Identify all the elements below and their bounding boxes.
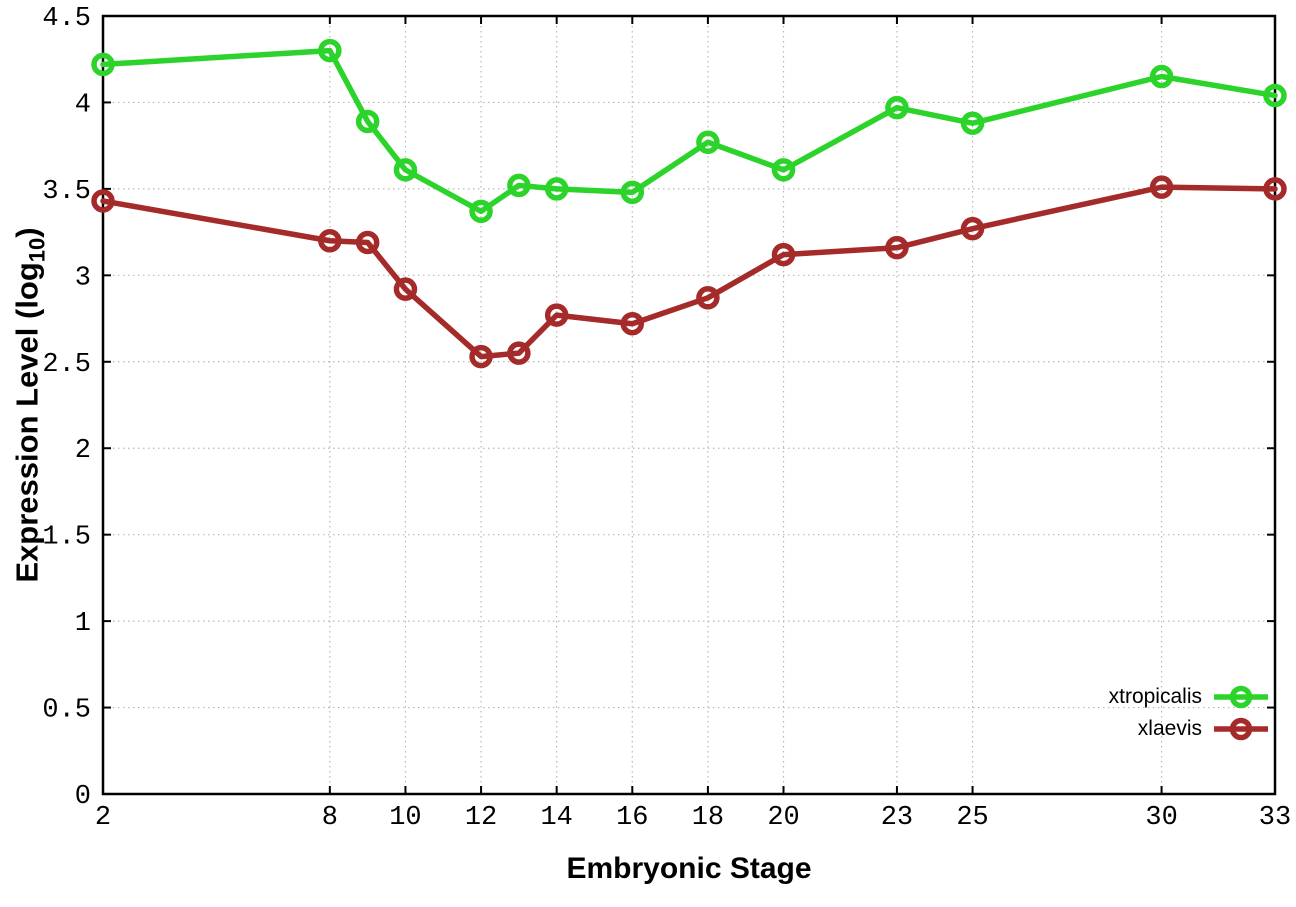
data-point-xtropicalis — [544, 177, 569, 201]
x-tick-label: 14 — [540, 803, 572, 833]
legend: xtropicalis xlaevis — [1109, 684, 1270, 742]
legend-item-xtropicalis: xtropicalis — [1109, 684, 1270, 710]
data-point-xlaevis — [355, 230, 380, 255]
data-point-xtropicalis — [355, 109, 380, 134]
data-point-xlaevis — [318, 229, 342, 253]
legend-marker-xlaevis — [1214, 717, 1268, 741]
data-point-xlaevis — [507, 341, 531, 365]
data-point-xlaevis — [620, 311, 645, 336]
data-point-xlaevis — [393, 277, 418, 301]
y-tick-label: 1.5 — [42, 523, 91, 553]
x-tick-label: 20 — [767, 803, 799, 833]
x-tick-label: 18 — [692, 803, 724, 833]
data-point-xtropicalis — [620, 180, 645, 205]
data-point-xtropicalis — [507, 173, 531, 198]
y-tick-label: 1 — [75, 609, 91, 639]
x-tick-label: 12 — [465, 803, 497, 833]
data-point-xtropicalis — [696, 130, 720, 154]
data-point-xlaevis — [1149, 175, 1174, 199]
data-point-xtropicalis — [1149, 64, 1174, 89]
y-axis-title-main: Expression Level (log — [9, 262, 45, 583]
data-point-xlaevis — [696, 286, 720, 310]
data-point-xlaevis — [91, 189, 115, 213]
y-tick-label: 2 — [75, 436, 91, 466]
x-tick-label: 2 — [95, 803, 111, 833]
y-tick-label: 4.5 — [42, 4, 91, 34]
plot-border — [101, 14, 1277, 796]
y-tick-label: 0.5 — [42, 696, 91, 726]
data-point-xlaevis — [469, 344, 493, 369]
data-point-xtropicalis — [393, 158, 418, 182]
data-point-xtropicalis — [960, 111, 985, 135]
y-tick-label: 3.5 — [42, 177, 91, 207]
data-point-xtropicalis — [1263, 83, 1287, 108]
x-axis-title: Embryonic Stage — [566, 852, 812, 885]
y-tick-label: 3 — [75, 263, 91, 293]
y-tick-label: 0 — [75, 782, 91, 812]
data-point-xlaevis — [885, 235, 909, 260]
y-tick-label: 4 — [75, 90, 91, 120]
x-tick-label: 23 — [881, 803, 913, 833]
x-tick-label: 30 — [1145, 803, 1177, 833]
y-axis-title-subscript: 10 — [24, 237, 50, 263]
data-point-xtropicalis — [318, 38, 342, 63]
data-point-xlaevis — [544, 303, 569, 327]
x-tick-label: 8 — [322, 803, 338, 833]
data-point-xtropicalis — [91, 52, 115, 77]
data-point-xlaevis — [771, 242, 796, 267]
data-point-xlaevis — [960, 216, 985, 241]
x-tick-label: 33 — [1259, 803, 1291, 833]
legend-marker-xtropicalis — [1214, 685, 1268, 709]
data-point-xtropicalis — [469, 199, 493, 224]
y-tick-label: 2.5 — [42, 350, 91, 380]
x-tick-label: 16 — [616, 803, 648, 833]
legend-label-xlaevis: xlaevis — [1137, 717, 1202, 740]
data-point-xtropicalis — [771, 158, 796, 182]
data-point-xtropicalis — [885, 95, 909, 120]
legend-label-xtropicalis: xtropicalis — [1108, 685, 1202, 708]
x-tick-label: 10 — [389, 803, 421, 833]
data-point-xlaevis — [1263, 177, 1287, 201]
series-line-xlaevis — [100, 184, 1278, 360]
y-axis-title-close: ) — [9, 227, 45, 238]
series-line-xtropicalis — [100, 47, 1278, 215]
legend-item-xlaevis: xlaevis — [1138, 716, 1270, 742]
x-tick-label: 25 — [956, 803, 988, 833]
y-axis-title: Expression Level (log10) — [9, 227, 50, 582]
